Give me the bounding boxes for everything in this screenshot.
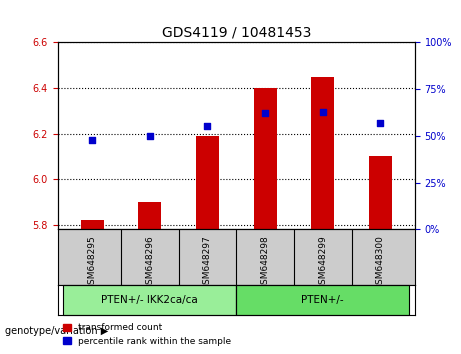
Bar [196, 136, 219, 229]
Text: GSM648300: GSM648300 [376, 235, 385, 290]
Text: GSM648298: GSM648298 [260, 235, 270, 290]
Text: GSM648295: GSM648295 [88, 235, 97, 290]
Point [377, 120, 384, 126]
Point [261, 110, 269, 116]
FancyBboxPatch shape [64, 285, 236, 315]
FancyBboxPatch shape [236, 285, 409, 315]
Bar [138, 202, 161, 229]
Text: PTEN+/- IKK2ca/ca: PTEN+/- IKK2ca/ca [101, 295, 198, 305]
Text: GSM648299: GSM648299 [318, 235, 327, 290]
Text: GSM648297: GSM648297 [203, 235, 212, 290]
Legend: transformed count, percentile rank within the sample: transformed count, percentile rank withi… [60, 320, 235, 349]
Bar [81, 220, 104, 229]
Point [146, 133, 154, 139]
Point [204, 124, 211, 129]
Bar [254, 88, 277, 229]
Bar [311, 76, 334, 229]
Text: PTEN+/-: PTEN+/- [301, 295, 344, 305]
Bar [369, 156, 392, 229]
Text: GSM648296: GSM648296 [145, 235, 154, 290]
Title: GDS4119 / 10481453: GDS4119 / 10481453 [161, 26, 311, 40]
Point [319, 109, 326, 114]
Point [89, 137, 96, 142]
Text: genotype/variation ▶: genotype/variation ▶ [5, 326, 108, 336]
